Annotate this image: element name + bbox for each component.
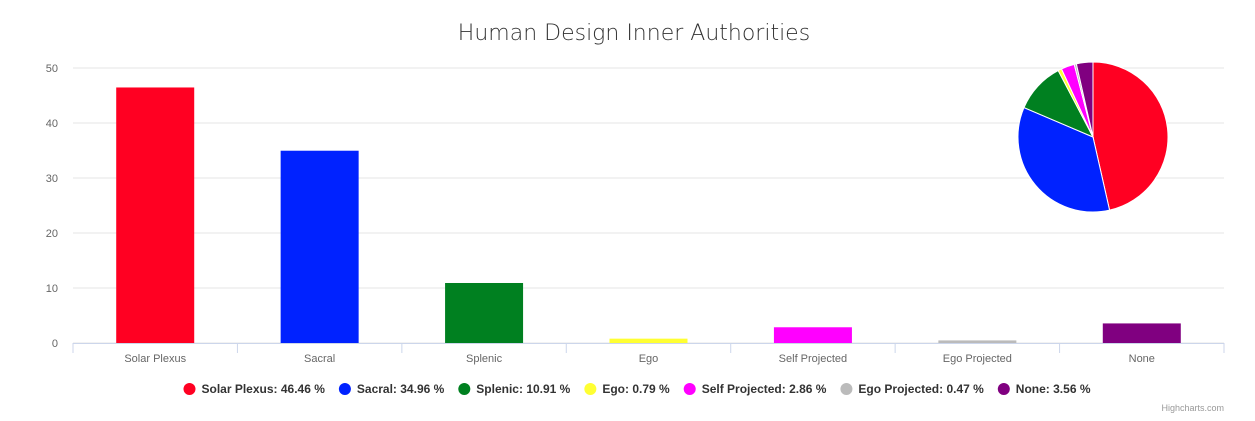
y-tick-label: 20	[46, 228, 58, 240]
legend-item[interactable]: None: 3.56 %	[997, 382, 1091, 396]
y-tick-label: 0	[52, 338, 58, 350]
bar-series	[116, 87, 1181, 343]
inset-pie-chart	[1017, 61, 1169, 213]
legend-item[interactable]: Solar Plexus: 46.46 %	[183, 382, 325, 396]
x-tick-label: Solar Plexus	[124, 353, 186, 365]
legend-label: None: 3.56 %	[1016, 382, 1091, 396]
legend-marker	[458, 383, 471, 395]
legend-label: Solar Plexus: 46.46 %	[201, 382, 325, 396]
legend-item[interactable]: Ego: 0.79 %	[584, 382, 670, 396]
y-tick-label: 40	[46, 118, 58, 130]
legend-marker	[338, 383, 351, 395]
pie-slice[interactable]	[1017, 106, 1111, 213]
pie-slice[interactable]	[1075, 61, 1094, 138]
pie-slice[interactable]	[1092, 61, 1169, 211]
bar[interactable]	[609, 338, 688, 343]
x-axis: Solar Plexus Sacral Splenic Ego Self Project…	[72, 343, 1225, 365]
y-tick-label: 30	[46, 173, 58, 185]
bar[interactable]	[773, 327, 852, 343]
legend-marker	[183, 383, 196, 395]
legend-marker	[840, 383, 853, 395]
legend-marker	[997, 383, 1010, 395]
legend: Solar Plexus: 46.46 % Sacral: 34.96 % Sple…	[183, 382, 1091, 396]
chart-title: Human Design Inner Authorities	[458, 21, 810, 46]
x-tick-label: Ego Projected	[943, 353, 1012, 365]
legend-marker	[584, 383, 597, 395]
x-tick-label: Sacral	[304, 353, 335, 365]
legend-item[interactable]: Self Projected: 2.86 %	[683, 382, 827, 396]
legend-item[interactable]: Ego Projected: 0.47 %	[840, 382, 984, 396]
x-tick-label: Splenic	[466, 353, 503, 365]
legend-label: Ego: 0.79 %	[602, 382, 670, 396]
bar[interactable]	[938, 340, 1017, 343]
legend-label: Splenic: 10.91 %	[476, 382, 570, 396]
legend-item[interactable]: Sacral: 34.96 %	[338, 382, 445, 396]
bar[interactable]	[445, 282, 524, 343]
bar[interactable]	[280, 150, 359, 343]
y-axis: 0 10 20 30 40 50	[46, 63, 58, 350]
credits-link[interactable]: Highcharts.com	[1161, 403, 1224, 413]
x-tick-label: Self Projected	[779, 353, 847, 365]
legend-item[interactable]: Splenic: 10.91 %	[458, 382, 571, 396]
y-tick-label: 10	[46, 283, 58, 295]
y-tick-label: 50	[46, 63, 58, 75]
x-tick-label: Ego	[639, 353, 659, 365]
legend-label: Self Projected: 2.86 %	[702, 382, 827, 396]
legend-label: Ego Projected: 0.47 %	[858, 382, 984, 396]
x-tick-label: None	[1129, 353, 1155, 365]
legend-marker	[683, 383, 696, 395]
bar[interactable]	[116, 87, 195, 343]
legend-label: Sacral: 34.96 %	[357, 382, 445, 396]
bar[interactable]	[1102, 323, 1181, 343]
